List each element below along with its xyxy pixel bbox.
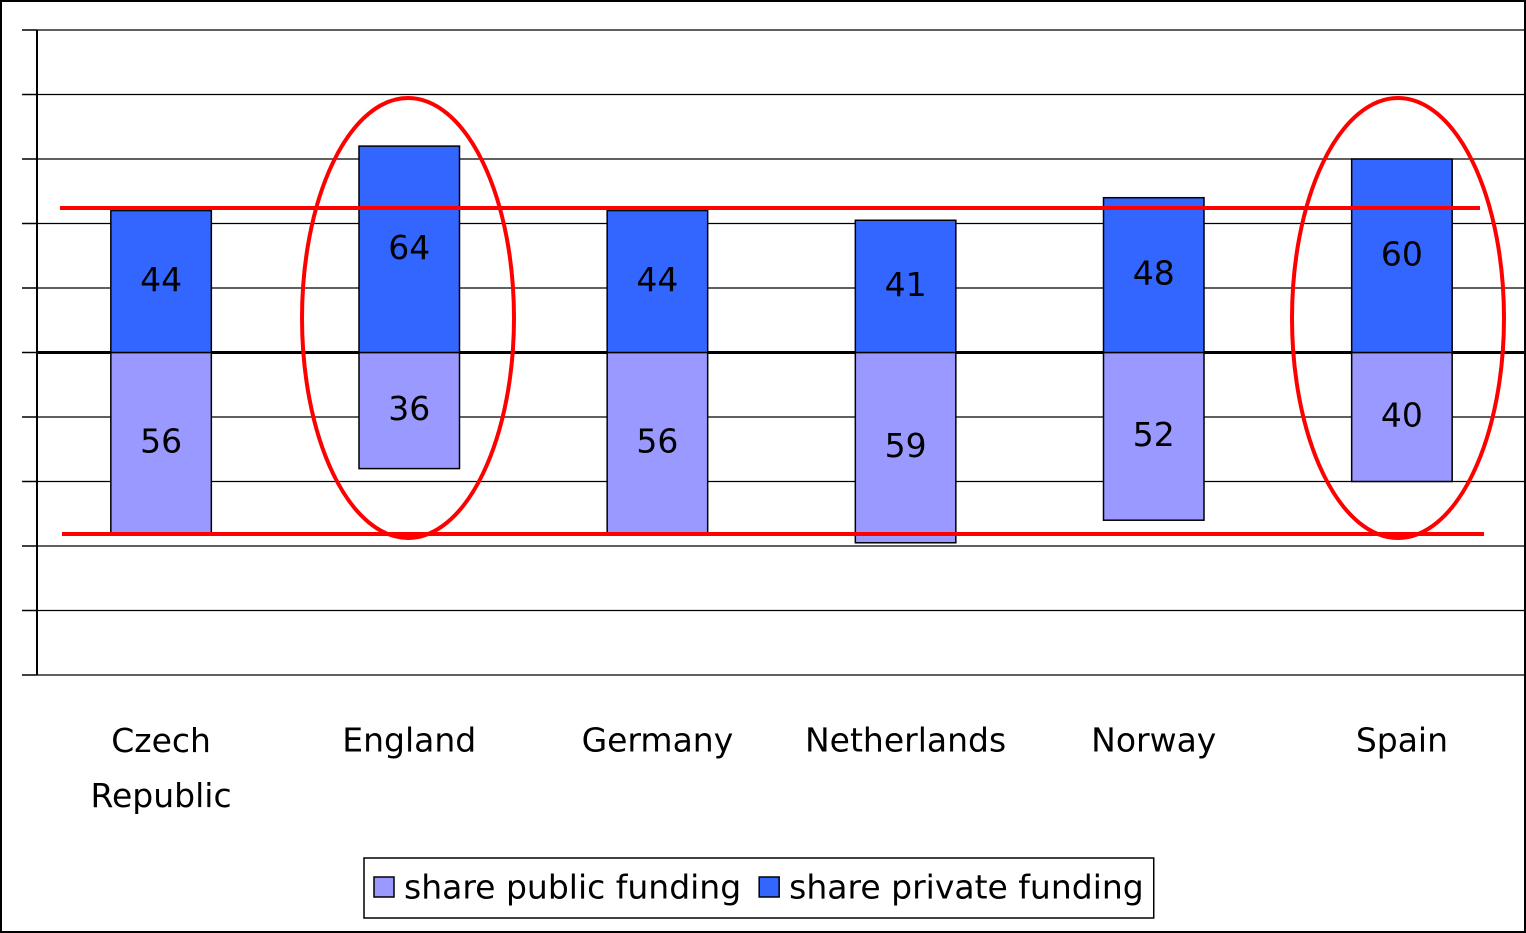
data-label: 60 [1381,234,1423,273]
legend-label: share private funding [789,868,1144,907]
data-label: 40 [1381,396,1423,435]
bar-segment [110,351,213,534]
legend-swatch [373,876,395,898]
bar-segment [358,351,461,470]
bar-segment [1102,351,1205,521]
annotation-ellipse [1290,96,1506,540]
data-label: 44 [636,260,678,299]
data-label: 48 [1133,254,1175,293]
bar-segment [854,219,957,354]
plot-area: 56 44 Czech Republic 36 64 England 56 44 Germany 5… [22,29,1526,815]
data-label: 59 [885,426,927,465]
legend: share public funding share private fundin… [363,857,1155,919]
data-label: 36 [388,389,430,428]
data-label: 44 [140,260,182,299]
data-label: 41 [885,265,927,304]
bar-segment [1102,196,1205,354]
annotations [60,96,1506,540]
x-tick-label: Spain [1356,721,1448,760]
bar-segment [606,351,709,534]
x-tick-label: Netherlands [805,721,1006,760]
bar-segment [854,351,957,544]
data-label: 56 [636,421,678,460]
legend-label: share public funding [404,868,741,907]
bar-segment [1350,158,1453,354]
bar-segment [606,209,709,354]
data-label: 52 [1133,415,1175,454]
x-tick-label: Czech Republic [91,721,232,815]
x-tick-label: Norway [1091,721,1216,760]
data-label: 64 [388,228,430,267]
legend-swatch [758,876,780,898]
data-label: 56 [140,421,182,460]
annotation-ellipse [300,96,516,540]
x-tick-label: Germany [582,721,734,760]
bar-segment [358,145,461,354]
bar-segment [110,209,213,354]
x-tick-label: England [342,721,476,760]
